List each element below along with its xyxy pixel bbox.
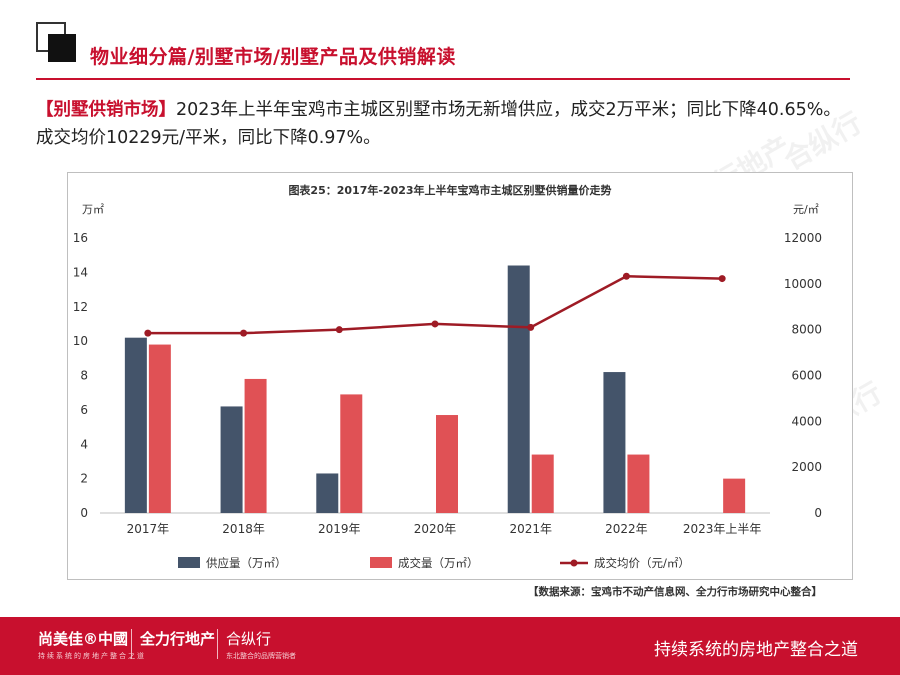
page-title: 物业细分篇/别墅市场/别墅产品及供销解读 <box>90 46 456 68</box>
price-point <box>335 326 343 334</box>
footer-brand-primary: 尚美佳®中國 <box>38 630 129 648</box>
footer-brand-tertiary-sub: 东北整合的品牌营销者 <box>226 652 296 660</box>
footer-slogan: 持续系统的房地产整合之道 <box>654 640 858 660</box>
x-tick-label: 2018年 <box>222 522 265 536</box>
deal-bar <box>340 394 363 513</box>
footer-bar: 尚美佳®中國 持续系统的房地产整合之道 全力行地产 合纵行 东北整合的品牌营销者… <box>0 617 900 675</box>
y-left-tick-label: 12 <box>73 300 88 314</box>
data-source-note: 【数据来源：宝鸡市不动产信息网、全力行市场研究中心整合】 <box>528 586 822 598</box>
legend-price-marker <box>570 559 578 567</box>
supply-bar <box>220 406 243 513</box>
price-point <box>622 272 630 280</box>
footer-separator <box>131 629 132 659</box>
y-left-tick-label: 4 <box>80 437 88 451</box>
y-axis-right-unit: 元/㎡ <box>793 203 819 216</box>
deal-bar <box>723 478 746 513</box>
price-point <box>431 320 439 328</box>
deal-bar <box>244 378 267 513</box>
x-tick-label: 2022年 <box>605 522 648 536</box>
x-tick-label: 2019年 <box>318 522 361 536</box>
y-axis-left-unit: 万㎡ <box>82 203 104 216</box>
y-left-tick-label: 6 <box>80 403 88 417</box>
legend-deal-swatch <box>370 557 392 568</box>
x-tick-label: 2020年 <box>414 522 457 536</box>
y-left-tick-label: 0 <box>80 506 88 520</box>
footer-separator <box>217 629 218 659</box>
y-right-tick-label: 10000 <box>784 277 822 291</box>
y-left-tick-label: 14 <box>73 265 88 279</box>
deal-bar <box>627 454 650 513</box>
x-tick-label: 2017年 <box>127 522 170 536</box>
legend-supply-swatch <box>178 557 200 568</box>
y-right-tick-label: 6000 <box>791 369 822 383</box>
price-point <box>240 329 248 337</box>
y-left-tick-label: 8 <box>80 369 88 383</box>
footer-brand-secondary: 全力行地产 <box>140 630 216 648</box>
y-right-tick-label: 0 <box>814 506 822 520</box>
y-left-tick-label: 2 <box>80 472 88 486</box>
y-right-tick-label: 8000 <box>791 323 822 337</box>
y-left-tick-label: 16 <box>73 231 88 245</box>
chart-frame <box>67 172 853 580</box>
deal-bar <box>148 344 171 513</box>
y-right-tick-label: 12000 <box>784 231 822 245</box>
intro-paragraph: 【别墅供销市场】2023年上半年宝鸡市主城区别墅市场无新增供应，成交2万平米；同… <box>36 96 856 152</box>
footer-brand-tertiary: 合纵行 <box>226 630 272 648</box>
price-point <box>144 329 152 337</box>
supply-bar <box>603 372 626 513</box>
header-divider <box>36 78 850 80</box>
x-tick-label: 2021年 <box>509 522 552 536</box>
deal-bar <box>531 454 554 513</box>
chart-title: 图表25：2017年-2023年上半年宝鸡市主城区别墅供销量价走势 <box>288 183 611 197</box>
deal-bar <box>436 415 458 513</box>
y-right-tick-label: 4000 <box>791 414 822 428</box>
header-logo-block <box>48 34 76 62</box>
price-point <box>527 323 535 331</box>
supply-bar <box>507 265 530 513</box>
legend-label: 成交量（万㎡） <box>398 556 479 570</box>
intro-tag: 【别墅供销市场】 <box>36 100 176 120</box>
intro-text: 2023年上半年宝鸡市主城区别墅市场无新增供应，成交2万平米；同比下降40.65… <box>36 100 841 148</box>
price-point <box>718 275 726 283</box>
x-tick-label: 2023年上半年 <box>683 522 762 536</box>
y-right-tick-label: 2000 <box>791 460 822 474</box>
supply-bar <box>124 337 147 513</box>
footer-brand-primary-sub: 持续系统的房地产整合之道 <box>38 652 146 660</box>
legend-label: 成交均价（元/㎡） <box>594 556 690 570</box>
y-left-tick-label: 10 <box>73 334 88 348</box>
supply-bar <box>316 473 339 513</box>
legend-label: 供应量（万㎡） <box>206 556 287 570</box>
